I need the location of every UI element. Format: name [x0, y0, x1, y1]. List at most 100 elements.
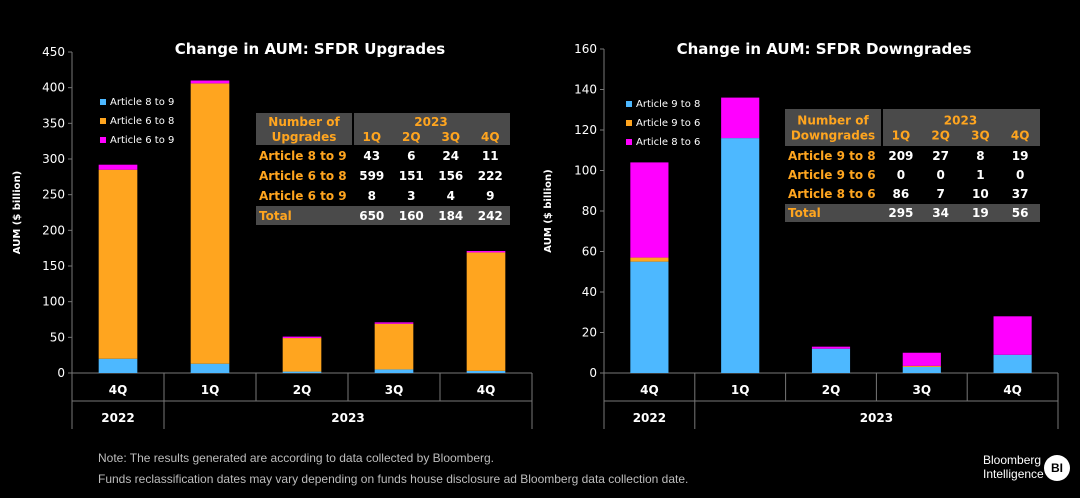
- c1-bar-1-series-2: [98, 169, 138, 359]
- c2-bar-5-series-1: [993, 354, 1032, 373]
- c1-table-header-line-2: Upgrades: [272, 130, 337, 144]
- c1-x-tick-label: 4Q: [477, 383, 496, 397]
- c2-table-total-bg: [785, 204, 1040, 222]
- c2-table-cell: 7: [936, 187, 944, 201]
- c2-bar-4-series-2: [902, 365, 941, 367]
- c2-year-label: 2022: [633, 411, 666, 425]
- c2-table-cell: 86: [893, 187, 910, 201]
- c2-table-col-header: 2Q: [931, 129, 950, 143]
- c1-y-tick-label: 450: [42, 45, 65, 59]
- c1-table-cell: 242: [478, 209, 503, 223]
- c1-table-cell: 11: [482, 149, 499, 163]
- c1-table-cell: 160: [399, 209, 424, 223]
- logo-line-1: Bloomberg: [983, 453, 1042, 467]
- c2-chart-title: Change in AUM: SFDR Downgrades: [677, 40, 972, 58]
- c2-x-tick-label: 1Q: [731, 383, 750, 397]
- c1-y-tick-label: 100: [42, 295, 65, 309]
- c2-table-header-left-bg: [785, 109, 881, 146]
- logo-line-2: Intelligence: [983, 467, 1044, 481]
- c1-table-col-header: 1Q: [362, 130, 381, 144]
- c2-x-tick-label: 3Q: [913, 383, 932, 397]
- c2-y-tick-label: 40: [582, 285, 597, 299]
- c1-bar-1-series-1: [98, 358, 138, 373]
- c2-bar-1-series-2: [630, 257, 669, 262]
- c2-table-header-right-bg: [883, 109, 1040, 146]
- c1-bar-5-series-1: [466, 370, 506, 373]
- c2-x-tick-label: 2Q: [822, 383, 841, 397]
- c2-legend-label: Article 8 to 6: [636, 137, 700, 148]
- c2-legend-label: Article 9 to 6: [636, 118, 700, 129]
- c2-legend-swatch: [626, 120, 632, 126]
- c2-legend-swatch: [626, 101, 632, 107]
- c2-y-tick-label: 140: [574, 83, 597, 97]
- c2-table-header-line-1: Number of: [797, 114, 869, 128]
- c1-y-tick-label: 200: [42, 223, 65, 237]
- c1-table-cell: 8: [368, 189, 376, 203]
- c2-bar-2-series-1: [721, 138, 760, 373]
- bi-badge-icon: BI: [1044, 455, 1070, 481]
- c1-table-total-bg: [256, 206, 510, 225]
- c1-legend-swatch: [100, 118, 106, 124]
- c1-table-year: 2023: [414, 115, 447, 129]
- c2-y-tick-label: 80: [582, 204, 597, 218]
- c2-year-label: 2023: [860, 411, 893, 425]
- c2-bar-5-series-3: [993, 316, 1032, 355]
- c1-x-tick-label: 1Q: [201, 383, 220, 397]
- c2-bar-1-series-3: [630, 162, 669, 258]
- c1-year-label: 2022: [101, 411, 134, 425]
- c2-table-row-label: Article 9 to 8: [788, 149, 876, 163]
- c1-bar-3-series-2: [282, 338, 322, 372]
- c2-bar-2-series-3: [721, 97, 760, 139]
- c1-legend-label: Article 6 to 8: [110, 116, 174, 127]
- c2-table-cell: 0: [897, 168, 905, 182]
- c2-bar-3-series-1: [811, 348, 851, 373]
- note-line-2: Funds reclassification dates may vary de…: [98, 472, 689, 486]
- c1-table-header-right-bg: [354, 113, 510, 145]
- c1-y-tick-label: 400: [42, 81, 65, 95]
- c2-bar-1-series-1: [630, 261, 669, 373]
- c1-table-cell: 151: [399, 169, 424, 183]
- c1-legend-swatch: [100, 99, 106, 105]
- c2-x-tick-label: 4Q: [1003, 383, 1022, 397]
- c1-table-header-left-bg: [256, 113, 352, 145]
- c1-table-col-header: 4Q: [481, 130, 500, 144]
- c2-x-tick-label: 4Q: [640, 383, 659, 397]
- c1-legend-label: Article 6 to 9: [110, 135, 174, 146]
- c2-table-year: 2023: [944, 114, 977, 128]
- c2-table-col-header: 3Q: [971, 129, 990, 143]
- c1-bar-4-series-3: [374, 322, 414, 324]
- c2-table-col-header: 4Q: [1011, 129, 1030, 143]
- c2-table-row-label: Article 8 to 6: [788, 187, 876, 201]
- c2-table-cell: 0: [1016, 168, 1024, 182]
- c2-table-cell: 56: [1012, 206, 1029, 220]
- c1-y-tick-label: 50: [50, 330, 65, 344]
- c1-table-cell: 599: [359, 169, 384, 183]
- c2-table-cell: 8: [976, 149, 984, 163]
- c1-table-cell: 9: [486, 189, 494, 203]
- c1-bar-2-series-2: [190, 83, 230, 364]
- c1-table-col-header: 3Q: [441, 130, 460, 144]
- c1-bar-5-series-3: [466, 251, 506, 253]
- c2-y-tick-label: 100: [574, 164, 597, 178]
- c2-table-col-header: 1Q: [892, 129, 911, 143]
- c2-table-row-label: Article 9 to 6: [788, 168, 876, 182]
- c2-y-tick-label: 120: [574, 123, 597, 137]
- c1-table-cell: 222: [478, 169, 503, 183]
- c1-bar-2-series-1: [190, 363, 230, 373]
- c1-bar-3-series-3: [282, 336, 322, 339]
- c1-table-row-label: Article 6 to 8: [259, 169, 347, 183]
- c2-bar-4-series-1: [902, 366, 941, 373]
- c1-table-cell: 3: [407, 189, 415, 203]
- c2-table-cell: 295: [888, 206, 913, 220]
- c1-bar-2-series-3: [190, 80, 230, 84]
- c2-table-cell: 19: [972, 206, 989, 220]
- c1-legend-label: Article 8 to 9: [110, 97, 174, 108]
- c1-table-cell: 6: [407, 149, 415, 163]
- c1-bar-4-series-2: [374, 323, 414, 370]
- c1-table-cell: 156: [438, 169, 463, 183]
- c1-table-row-label: Total: [259, 209, 292, 223]
- c2-y-tick-label: 60: [582, 245, 597, 259]
- c1-table-row-label: Article 6 to 9: [259, 189, 347, 203]
- c1-table-cell: 650: [359, 209, 384, 223]
